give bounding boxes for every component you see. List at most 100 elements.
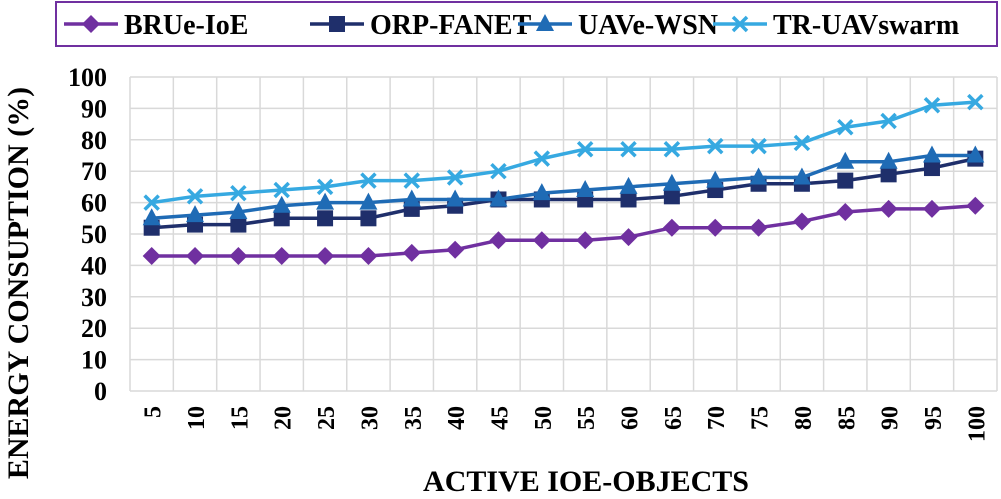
data-point-uave-wsn — [316, 192, 335, 210]
data-point-uave-wsn — [966, 145, 985, 163]
x-tick-label: 30 — [357, 406, 383, 430]
data-point-orp-fanet — [317, 210, 334, 227]
y-tick-label: 90 — [81, 94, 107, 123]
data-point-uave-wsn — [489, 189, 508, 207]
data-point-uave-wsn — [446, 189, 465, 207]
data-point-orp-fanet — [880, 166, 897, 183]
data-point-tr-uavswarm — [620, 140, 637, 158]
data-point-brue-ioe — [446, 240, 465, 259]
data-point-tr-uavswarm — [446, 169, 464, 186]
y-tick-label: 60 — [81, 189, 107, 218]
x-tick-label: 10 — [184, 406, 210, 430]
data-point-tr-uavswarm — [273, 181, 290, 199]
data-point-brue-ioe — [186, 246, 205, 265]
y-tick-label: 30 — [81, 283, 107, 312]
legend-label-uave-wsn: UAVe-WSN — [578, 10, 718, 41]
data-point-uave-wsn — [359, 192, 378, 210]
data-point-orp-fanet — [663, 188, 680, 205]
legend-label-orp-fanet: ORP-FANET — [370, 10, 532, 41]
legend: BRUe-IoE ORP-FANET UAVe-WSN TR-UAVswarm — [64, 10, 959, 41]
data-point-uave-wsn — [706, 170, 725, 188]
data-point-brue-ioe — [792, 212, 811, 231]
y-tick-label: 80 — [81, 126, 107, 155]
x-tick-label: 75 — [748, 406, 774, 430]
data-point-uave-wsn — [922, 145, 941, 163]
data-point-tr-uavswarm — [403, 172, 421, 189]
data-point-orp-fanet — [230, 216, 247, 233]
x-tick-label: 65 — [661, 406, 687, 430]
series-group — [142, 93, 985, 265]
legend-label-tr-uavswarm: TR-UAVswarm — [773, 10, 959, 41]
data-point-uave-wsn — [792, 167, 811, 185]
legend-marker-orp-fanet — [329, 16, 345, 32]
data-point-tr-uavswarm — [143, 194, 160, 211]
data-point-brue-ioe — [619, 228, 638, 247]
x-tick-label: 100 — [964, 406, 990, 442]
legend-item-tr-uavswarm: TR-UAVswarm — [713, 10, 959, 41]
data-point-brue-ioe — [489, 231, 508, 250]
data-point-uave-wsn — [272, 195, 291, 213]
x-tick-label: 90 — [878, 406, 904, 430]
data-point-tr-uavswarm — [186, 188, 204, 205]
data-point-orp-fanet — [837, 172, 854, 189]
x-tick-label: 85 — [834, 406, 860, 430]
data-point-brue-ioe — [922, 199, 941, 218]
series-tr-uavswarm — [143, 93, 984, 211]
x-tick-label: 40 — [444, 406, 470, 430]
x-tick-label: 50 — [531, 406, 557, 430]
data-point-brue-ioe — [662, 218, 681, 237]
data-point-brue-ioe — [316, 246, 335, 265]
y-tick-label: 40 — [81, 251, 107, 280]
y-axis-label: ENERGY CONSUPTION (%) — [2, 87, 35, 479]
data-point-uave-wsn — [836, 151, 855, 169]
y-tick-label: 50 — [81, 220, 107, 249]
x-tick-label: 55 — [574, 406, 600, 430]
data-point-orp-fanet — [923, 160, 940, 177]
data-point-uave-wsn — [186, 205, 205, 223]
x-axis-label: ACTIVE IOE-OBJECTS — [423, 465, 749, 498]
data-point-uave-wsn — [749, 167, 768, 185]
data-point-brue-ioe — [359, 246, 378, 265]
data-point-brue-ioe — [749, 218, 768, 237]
data-point-tr-uavswarm — [880, 112, 897, 130]
x-tick-label: 60 — [618, 406, 644, 430]
series-uave-wsn — [142, 145, 985, 226]
data-point-uave-wsn — [662, 173, 681, 191]
data-point-tr-uavswarm — [490, 162, 507, 180]
legend-marker-tr-uavswarm — [731, 15, 749, 33]
x-tick-label: 5 — [141, 406, 167, 418]
data-point-uave-wsn — [532, 183, 551, 201]
data-point-tr-uavswarm — [360, 172, 377, 189]
x-tick-label: 25 — [314, 406, 340, 430]
data-point-brue-ioe — [532, 231, 551, 250]
series-brue-ioe — [142, 196, 985, 265]
data-point-brue-ioe — [706, 218, 725, 237]
data-point-tr-uavswarm — [316, 178, 334, 196]
legend-item-brue-ioe: BRUe-IoE — [64, 10, 248, 41]
data-point-uave-wsn — [619, 176, 638, 194]
x-tick-labels: 5 10 15 20 25 30 35 40 45 50 55 60 65 70 75 80 85 90 95 100 — [141, 406, 991, 442]
data-point-uave-wsn — [229, 202, 248, 220]
data-point-brue-ioe — [272, 246, 291, 265]
data-point-orp-fanet — [273, 210, 290, 227]
legend-marker-brue-ioe — [82, 15, 100, 33]
data-point-brue-ioe — [966, 196, 985, 215]
data-point-orp-fanet — [360, 210, 377, 227]
data-point-brue-ioe — [836, 203, 855, 222]
legend-item-orp-fanet: ORP-FANET — [310, 10, 532, 41]
data-point-tr-uavswarm — [663, 140, 681, 158]
data-point-brue-ioe — [229, 246, 248, 265]
data-point-tr-uavswarm — [967, 93, 984, 111]
data-point-tr-uavswarm — [706, 137, 724, 155]
data-point-tr-uavswarm — [793, 134, 811, 152]
data-point-tr-uavswarm — [576, 140, 594, 158]
x-tick-label: 35 — [401, 406, 427, 430]
data-point-uave-wsn — [576, 180, 595, 198]
legend-label-brue-ioe: BRUe-IoE — [124, 10, 248, 41]
y-tick-label: 70 — [81, 157, 107, 186]
x-tick-label: 15 — [227, 406, 253, 430]
y-tick-label: 20 — [81, 314, 107, 343]
data-point-brue-ioe — [142, 246, 161, 265]
